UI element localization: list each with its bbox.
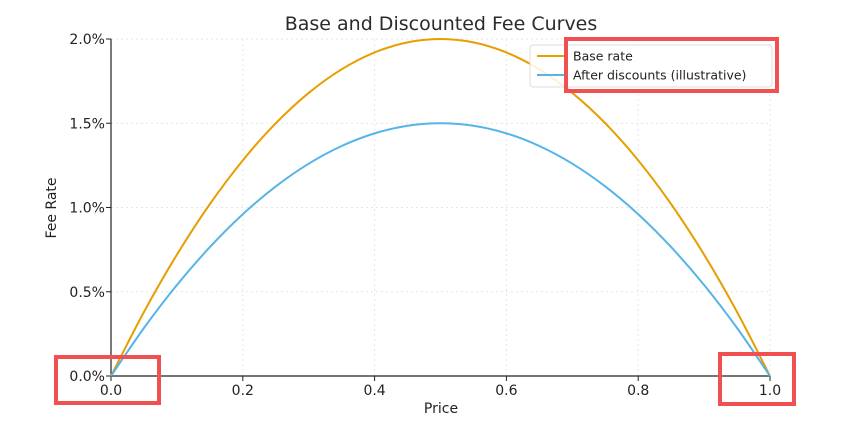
highlight-boxes <box>54 37 796 406</box>
legend-label: After discounts (illustrative) <box>573 68 746 83</box>
highlight-box <box>564 37 779 93</box>
series-lines <box>110 37 771 377</box>
y-axis-label: Fee Rate <box>44 177 60 238</box>
series-line-2 <box>110 122 771 377</box>
y-tick-label: 2.0% <box>69 32 105 48</box>
legend-box <box>529 44 773 88</box>
x-tick-label: 0.0 <box>100 383 122 399</box>
x-tick-label: 0.4 <box>363 383 385 399</box>
y-tick-label: 1.0% <box>69 201 105 217</box>
x-tick-label: 0.6 <box>495 383 517 399</box>
highlight-box <box>54 355 161 405</box>
x-axis-label: Price <box>424 401 458 417</box>
highlight-box <box>718 352 796 406</box>
chart-title: Base and Discounted Fee Curves <box>285 13 598 35</box>
x-tick-label: 1.0 <box>759 383 781 399</box>
y-ticks: 0.0% 0.5% 1.0% 1.5% 2.0% <box>69 32 111 385</box>
x-tick-label: 0.8 <box>627 383 649 399</box>
x-tick-label: 0.2 <box>232 383 254 399</box>
x-ticks: 0.0 0.2 0.4 0.6 0.8 1.0 <box>100 376 781 399</box>
legend: Base rate After discounts (illustrative) <box>529 44 773 88</box>
legend-label: Base rate <box>573 49 633 64</box>
y-tick-label: 1.5% <box>69 116 105 132</box>
y-tick-label: 0.0% <box>69 369 105 385</box>
series-line-1 <box>110 37 771 377</box>
y-tick-label: 0.5% <box>69 285 105 301</box>
